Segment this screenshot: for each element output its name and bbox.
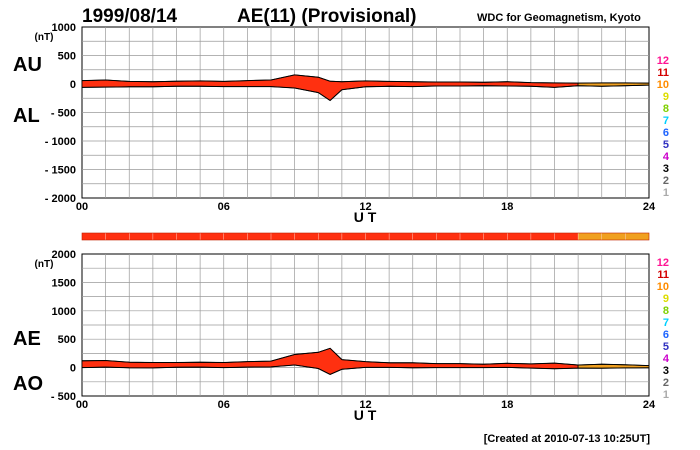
ae-ao-x-tick-label: 24 [643,399,656,411]
ae-ao-series-ao-line [81,364,650,375]
ae-ao-x-tick-label: 06 [218,399,230,411]
au-al-final-area [81,74,579,102]
au-al-station-count-6: 6 [663,127,669,139]
ae-ao-station-count-7: 7 [663,317,669,329]
au-al-station-count-12: 12 [657,55,669,67]
ae-ao-station-count-8: 8 [663,305,669,317]
ae-ao-station-count-10: 10 [657,281,669,293]
ae-ao-station-count-3: 3 [663,365,669,377]
au-al-station-count-3: 3 [663,163,669,175]
au-al-station-count-8: 8 [663,103,669,115]
coverage-provisional-segment [578,233,649,240]
au-label: AU [13,54,42,76]
ae-ao-x-tick-label: 12 [359,399,371,411]
au-al-y-tick-label: - 2000 [45,193,76,205]
ae-ao-station-count-11: 11 [657,269,669,281]
au-al-station-count-7: 7 [663,115,669,127]
au-al-station-count-2: 2 [663,175,669,187]
au-al-x-tick-label: 12 [359,201,371,213]
au-al-x-tick-label: 24 [643,201,656,213]
au-al-x-tick-labels: 00 06 12 18 24 [76,201,656,213]
data-coverage-bar [81,232,650,241]
ae-ao-station-count-2: 2 [663,377,669,389]
au-al-grid [82,27,649,198]
ae-ao-x-tick-label: 00 [76,399,88,411]
coverage-bar-outline [81,232,650,241]
ae-ao-y-tick-label: 1500 [52,277,76,289]
au-al-y-tick-label: 500 [58,51,76,63]
ao-label: AO [13,373,43,395]
plot-title: AE(11) (Provisional) [237,6,417,27]
au-al-series [81,74,650,102]
ae-ao-y-tick-labels: 2000 1500 1000 500 0 - 500 [51,249,76,403]
au-al-y-tick-label: - 1500 [45,165,76,177]
ae-ao-y-tick-label: 1000 [52,306,76,318]
au-al-y-tick-labels: 1000 500 0 - 500 - 1000 - 1500 - 2000 [45,22,76,205]
au-al-station-count-11: 11 [657,67,669,79]
al-label: AL [13,105,40,127]
au-al-series-al-line [81,84,650,102]
ae-ao-station-count-4: 4 [663,353,670,365]
ae-ao-unit: (nT) [35,259,54,270]
created-timestamp: [Created at 2010-07-13 10:25UT] [484,433,651,445]
au-al-x-tick-label: 06 [218,201,230,213]
date-title: 1999/08/14 [82,6,178,27]
au-al-station-count-5: 5 [663,139,669,151]
au-al-station-count-10: 10 [657,79,669,91]
au-al-series-au-line [81,74,650,84]
au-al-y-tick-label: 1000 [52,22,76,34]
ae-ao-y-tick-label: 0 [70,363,76,375]
au-al-y-tick-label: 0 [70,79,76,91]
source-label: WDC for Geomagnetism, Kyoto [477,12,641,24]
ae-ao-station-count-9: 9 [663,293,669,305]
au-al-unit: (nT) [35,32,54,43]
au-al-x-tick-label: 00 [76,201,88,213]
au-al-x-tick-label: 18 [501,201,513,213]
ae-ao-x-tick-label: 18 [501,399,513,411]
coverage-final-segment [82,233,579,240]
ae-ao-final-area [81,347,579,375]
ae-ao-station-count-12: 12 [657,257,669,269]
ae-ao-series [81,347,650,375]
ae-ao-y-tick-label: - 500 [51,391,76,403]
ae-ao-x-tick-labels: 00 06 12 18 24 [76,399,656,411]
ae-ao-y-tick-label: 2000 [52,249,76,261]
ae-ao-series-ae-line [81,347,650,367]
au-al-y-tick-label: - 500 [51,108,76,120]
au-al-station-count-1: 1 [663,187,669,199]
au-al-station-count-9: 9 [663,91,669,103]
ae-ao-y-tick-label: 500 [58,334,76,346]
ae-ao-grid [82,254,649,396]
ae-ao-station-count-5: 5 [663,341,669,353]
ae-label: AE [13,328,41,350]
ae-ao-station-count-1: 1 [663,389,669,401]
ae-ao-x-axis-label: U T [354,407,377,423]
au-al-y-tick-label: - 1000 [45,136,76,148]
au-al-x-axis-label: U T [354,209,377,225]
au-al-station-count-4: 4 [663,151,670,163]
ae-ao-station-count-6: 6 [663,329,669,341]
